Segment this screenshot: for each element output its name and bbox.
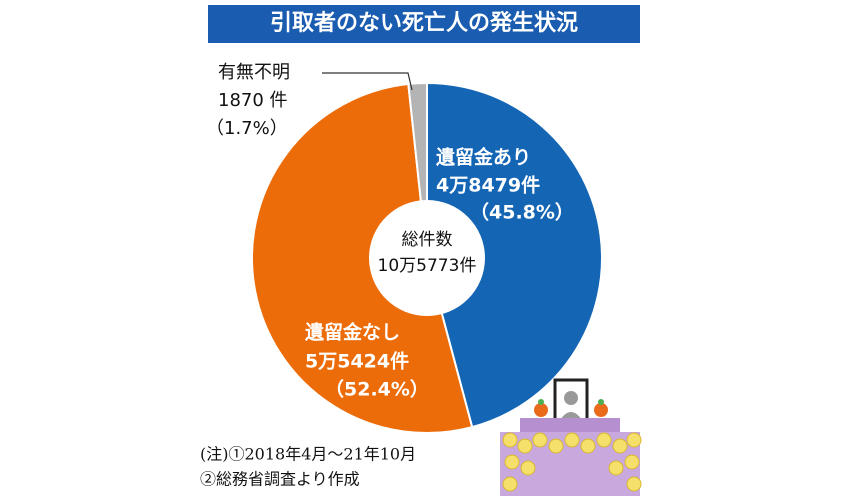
note: ②総務省調査より作成 <box>200 470 360 489</box>
value-label: （45.8%） <box>470 201 574 224</box>
category-label: 遺留金なし <box>305 321 400 344</box>
category-label: 遺留金あり <box>436 146 531 169</box>
pie <box>251 81 603 434</box>
chart-title: 引取者のない死亡人の発生状況 <box>270 10 578 36</box>
value-label: （52.4%） <box>325 378 429 401</box>
count-label: 4万8479件 <box>436 174 540 197</box>
pie-slice <box>426 81 603 429</box>
altar-illustration <box>500 378 642 496</box>
center-label: 総件数 <box>402 230 453 250</box>
count-label: 1870 件 <box>218 90 288 111</box>
count-label: 5万5424件 <box>305 350 409 373</box>
category-label: 有無不明 <box>218 62 290 83</box>
note: (注)①2018年4月～21年10月 <box>200 445 416 464</box>
title-banner <box>208 5 640 43</box>
leader-line <box>322 72 413 91</box>
center-hole <box>369 200 485 316</box>
center-label: 10万5773件 <box>378 256 477 276</box>
value-label: （1.7%） <box>206 118 288 139</box>
